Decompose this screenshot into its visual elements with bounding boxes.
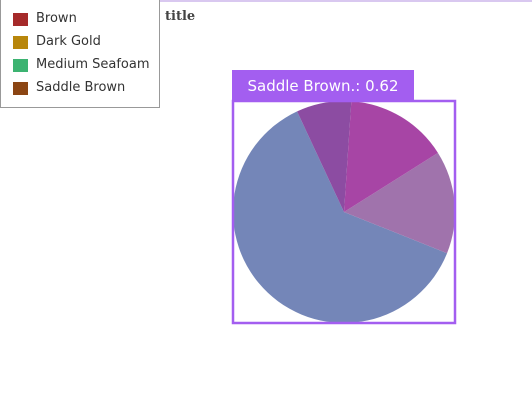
- pie-slice-medium-seafoam[interactable]: [344, 152, 456, 254]
- pie-slices: [233, 101, 456, 323]
- pie-slice-saddle-brown[interactable]: [233, 111, 448, 323]
- legend-swatch-medium-seafoam: [13, 59, 28, 72]
- legend-swatch-brown: [13, 13, 28, 26]
- legend-label-dark-gold: Dark Gold: [36, 34, 101, 49]
- legend: Brown Dark Gold Medium Seafoam Saddle Br…: [0, 0, 160, 108]
- pie-slice-dark-gold[interactable]: [344, 101, 438, 212]
- pie-slice-brown[interactable]: [297, 101, 352, 212]
- legend-label-saddle-brown: Saddle Brown: [36, 80, 126, 95]
- chart-title: title: [165, 9, 196, 24]
- legend-swatch-dark-gold: [13, 36, 28, 49]
- top-border-line: [0, 0, 532, 2]
- legend-label-brown: Brown: [36, 11, 77, 26]
- legend-label-medium-seafoam: Medium Seafoam: [36, 57, 150, 72]
- legend-swatch-saddle-brown: [13, 82, 28, 95]
- tooltip: Saddle Brown.: 0.62: [232, 70, 414, 102]
